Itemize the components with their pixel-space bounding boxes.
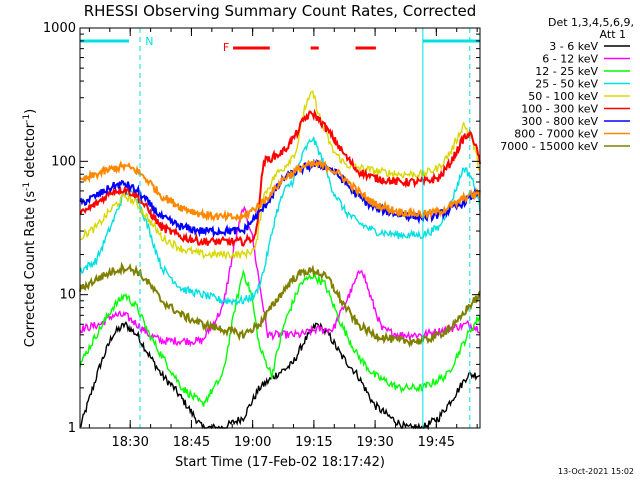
chart-title: RHESSI Observing Summary Count Rates, Co… [84, 2, 477, 20]
y-axis-label-main: Corrected Count Rate (s [23, 191, 38, 348]
series-line-7 [79, 159, 481, 224]
legend-entry-6: 300 - 800 keV [521, 115, 598, 128]
legend-entry-2: 12 - 25 keV [535, 65, 598, 78]
series-line-4 [79, 89, 481, 261]
axes: 1 10 100 1000 18:30 18:45 19:00 19:15 19:30 19:45 [43, 21, 481, 450]
x-tick-label-1: 18:45 [173, 435, 210, 450]
legend-entry-0: 3 - 6 keV [549, 40, 598, 53]
y-tick-label-1: 10 [59, 288, 76, 303]
y-axis-label: Corrected Count Rate (s-1 detector-1) [22, 109, 38, 347]
y-axis-label-sup1: -1 [22, 182, 32, 191]
series-line-2 [79, 269, 481, 407]
x-tick-label-0: 18:30 [111, 435, 148, 450]
y-axis-label-end: ) [23, 109, 38, 114]
night-flag-label: N [145, 35, 153, 48]
flare-flag-label: F [223, 41, 229, 54]
x-axis-label: Start Time (17-Feb-02 18:17:42) [175, 455, 385, 470]
legend-header-detectors: Det 1,3,4,5,6,9, [548, 16, 634, 29]
x-tick-label-4: 19:30 [356, 435, 393, 450]
x-tick-label-5: 19:45 [418, 435, 455, 450]
legend-entry-4: 50 - 100 keV [528, 90, 598, 103]
legend-entry-3: 25 - 50 keV [535, 78, 598, 91]
y-axis-label-mid: detector [23, 122, 38, 182]
x-tick-label-2: 19:00 [234, 435, 271, 450]
series-line-8 [79, 261, 481, 348]
plot-frame [79, 27, 481, 429]
y-tick-label-3: 1000 [43, 21, 76, 36]
x-tick-label-3: 19:15 [295, 435, 332, 450]
y-axis-label-sup2: -1 [22, 114, 32, 123]
legend-entry-7: 800 - 7000 keV [514, 128, 598, 141]
legend-entry-8: 7000 - 15000 keV [500, 140, 598, 153]
footer-timestamp: 13-Oct-2021 15:02 [558, 467, 634, 476]
series-layer [79, 89, 481, 431]
legend-entry-5: 100 - 300 keV [521, 103, 598, 116]
legend-header-attenuator: Att 1 [600, 28, 626, 41]
series-line-3 [79, 136, 481, 307]
legend-entry-1: 6 - 12 keV [542, 53, 598, 66]
y-tick-label-2: 100 [51, 154, 76, 169]
y-tick-label-0: 1 [68, 421, 76, 436]
series-line-5 [79, 108, 481, 248]
